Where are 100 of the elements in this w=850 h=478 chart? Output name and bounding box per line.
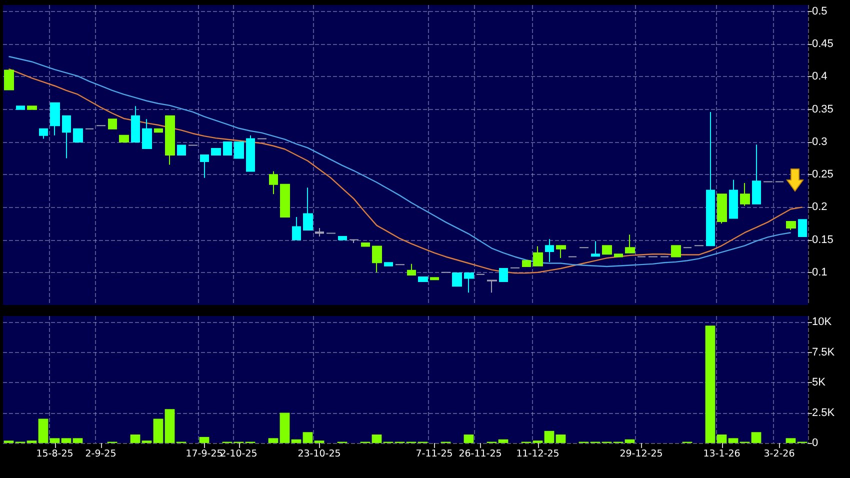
candlestick [452,272,462,287]
candlestick [464,272,474,294]
candlestick [269,170,278,195]
candlestick [591,240,600,257]
candlestick [625,234,635,254]
candlestick [361,242,370,247]
bar [372,434,382,443]
candlestick [108,118,117,130]
bar [302,432,313,443]
bar [199,436,210,443]
y-tick-label: 2.5K [812,406,836,419]
x-tick-label: 2-9-25 [85,448,116,460]
x-tick-label: 2-10-25 [220,448,258,460]
candlestick [717,194,727,224]
candlestick [211,148,221,156]
candlestick [349,239,359,244]
y-tick-label: 0.5 [812,6,828,18]
bar [38,418,48,443]
candlestick [223,141,232,156]
bar [716,434,727,443]
y-tick-label: 0.2 [812,201,828,214]
x-tick-label: 26-11-25 [458,448,502,460]
x-tick-label: 11-12-25 [516,448,560,460]
bar [786,438,796,443]
x-tick-label: 23-10-25 [298,448,341,460]
candlestick [39,128,48,140]
candlestick [407,263,416,276]
candlestick [280,184,290,218]
x-tick-label: 29-12-25 [620,448,663,460]
candlestick [533,246,543,266]
y-tick-label: 0 [812,437,818,449]
x-tick-label: 17-9-25 [186,448,223,460]
bar [464,434,474,443]
y-tick-label: 7.5K [812,346,836,358]
candlestick [545,238,554,262]
bar [624,439,635,443]
bar [164,409,175,443]
candlestick [556,245,566,259]
candlestick [303,187,313,230]
candlestick [706,111,715,246]
bar [72,438,83,443]
candlestick [729,179,738,219]
candlestick [522,260,531,268]
candlestick [384,262,393,266]
bar [291,439,302,443]
y-tick-label: 0.3 [812,136,828,148]
candlestick [154,128,163,133]
candlestick [119,134,129,142]
candlestick [246,134,255,172]
candlestick [786,221,796,230]
candlestick [27,106,37,110]
candlestick [4,70,14,90]
candlestick [50,102,60,136]
y-tick-label: 10K [812,316,832,328]
bar [130,434,140,443]
bar [61,438,72,443]
candlestick [234,141,244,159]
bar [50,438,60,443]
candlestick [177,144,186,156]
bar [544,430,554,443]
y-tick-label: 5K [812,376,826,389]
candlestick [499,268,508,282]
candlestick [430,277,439,280]
bar [153,418,164,443]
bar [498,439,508,443]
candlestick [338,236,347,240]
candlestick [315,228,324,238]
candlestick [131,106,140,142]
candlestick [671,245,681,258]
y-tick-label: 0.4 [812,70,828,83]
candlestick [752,144,761,204]
y-tick-label: 0.35 [812,103,834,116]
candlestick [798,219,807,238]
bar [728,438,738,443]
candlestick [372,246,382,273]
x-tick-label: 15-8-25 [36,448,74,460]
y-tick-label: 0.45 [812,38,834,50]
y-tick-label: 0.1 [812,266,828,278]
x-tick-label: 7-11-25 [416,448,453,460]
candlestick [740,182,750,206]
y-tick-label: 0.15 [812,234,834,246]
y-tick-label: 0.25 [812,168,834,181]
candlestick [200,154,209,178]
candlestick [614,254,623,258]
candlestick [142,118,152,149]
candlestick [16,106,25,110]
candlestick [73,128,83,142]
x-tick-label: 13-1-26 [703,448,740,460]
bar [268,438,278,443]
bar [751,432,762,443]
candlestick [418,276,428,282]
x-tick-label: 3-2-26 [764,448,795,460]
bar [705,326,716,443]
bar [280,412,290,443]
bar [556,434,566,443]
candlestick [487,280,497,294]
candlestick [292,216,301,240]
candlestick [602,245,612,255]
candlestick [165,115,175,166]
candlestick [62,115,71,159]
